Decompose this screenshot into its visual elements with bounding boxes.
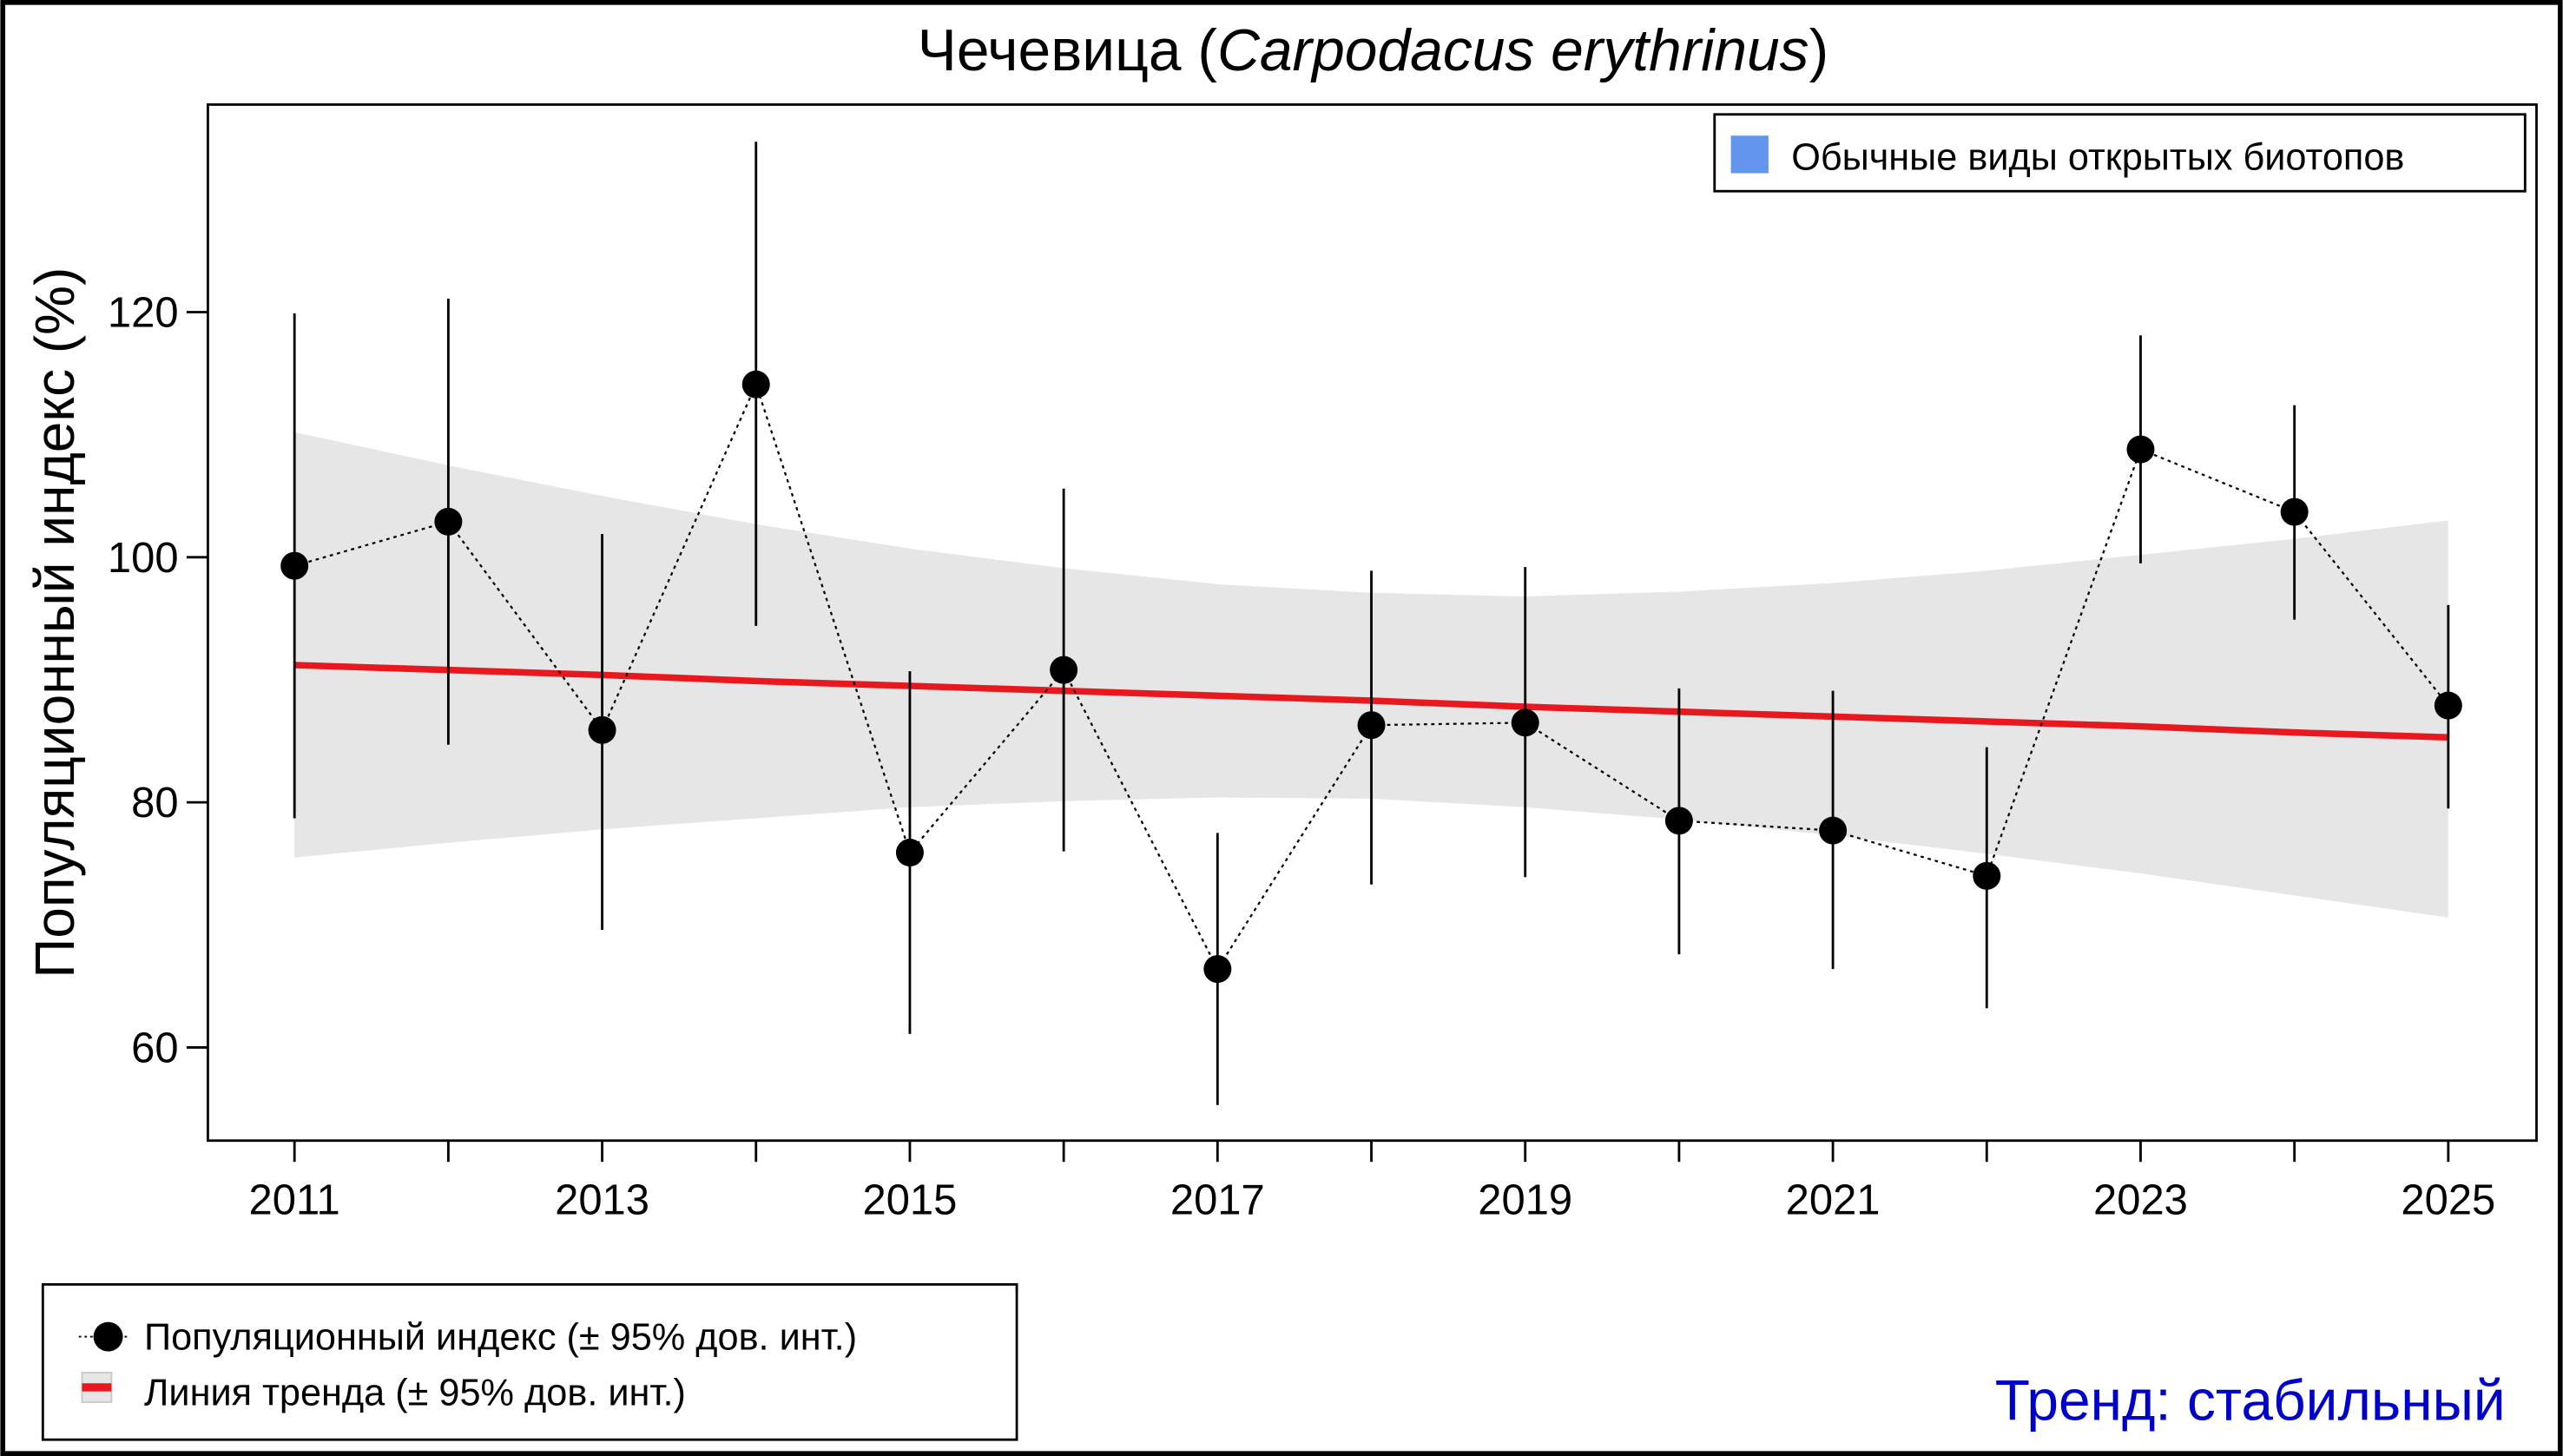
- y-tick-label: 120: [108, 289, 179, 336]
- title-latin: Carpodacus erythrinus: [1217, 18, 1809, 83]
- group-legend-box: [1713, 113, 2527, 193]
- x-tick-label: 2011: [249, 1176, 340, 1223]
- data-point-2025: [2434, 691, 2462, 720]
- data-point-2021: [1819, 816, 1848, 845]
- x-tick-label: 2021: [1786, 1176, 1881, 1223]
- group-legend: Обычные виды открытых биотопов: [1713, 113, 2527, 193]
- group-legend-swatch: [1730, 135, 1769, 174]
- group-legend-label: Обычные виды открытых биотопов: [1791, 137, 2404, 179]
- data-point-2011: [280, 551, 309, 580]
- index-connector-line: [293, 381, 2449, 972]
- data-point-2018: [1357, 711, 1386, 740]
- data-point-2024: [2280, 497, 2309, 526]
- series-legend: Популяционный индекс (± 95% дов. инт.) Л…: [41, 1282, 1018, 1441]
- data-point-2017: [1203, 955, 1232, 984]
- legend-trend-label: Линия тренда (± 95% дов. инт.): [144, 1373, 686, 1414]
- data-point-2022: [1973, 861, 2001, 890]
- y-axis-label: Популяционный индекс (%): [23, 267, 86, 978]
- y-tick-label: 80: [131, 780, 178, 827]
- plot-area: [280, 142, 2462, 1105]
- legend-index-label: Популяционный индекс (± 95% дов. инт.): [144, 1317, 857, 1359]
- title-common: Чечевица: [918, 18, 1182, 83]
- data-point-2014: [741, 370, 770, 399]
- x-tick-label: 2025: [2401, 1176, 2495, 1223]
- data-point-2019: [1511, 708, 1539, 737]
- x-tick-label: 2017: [1170, 1176, 1265, 1223]
- axes: 2011 2013 2015 2017 2019 2021 2023 2025 60 80 100 1…: [108, 289, 2495, 1223]
- series-legend-box: [41, 1282, 1018, 1441]
- data-point-2016: [1050, 656, 1078, 684]
- x-tick-label: 2013: [555, 1176, 649, 1223]
- y-tick-label: 100: [108, 535, 179, 582]
- x-tick-label: 2015: [863, 1176, 958, 1223]
- x-tick-label: 2023: [2093, 1176, 2188, 1223]
- chart-title: Чечевица (Carpodacus erythrinus): [918, 18, 1828, 83]
- data-point-2023: [2126, 435, 2155, 464]
- data-point-2015: [895, 839, 924, 867]
- data-point-2013: [588, 715, 616, 744]
- trend-status-text: Тренд: стабильный: [1995, 1368, 2506, 1433]
- y-tick-label: 60: [131, 1024, 178, 1071]
- legend-index-marker: [93, 1321, 123, 1352]
- data-point-2012: [434, 507, 463, 536]
- x-tick-label: 2019: [1478, 1176, 1572, 1223]
- data-point-2020: [1664, 807, 1693, 835]
